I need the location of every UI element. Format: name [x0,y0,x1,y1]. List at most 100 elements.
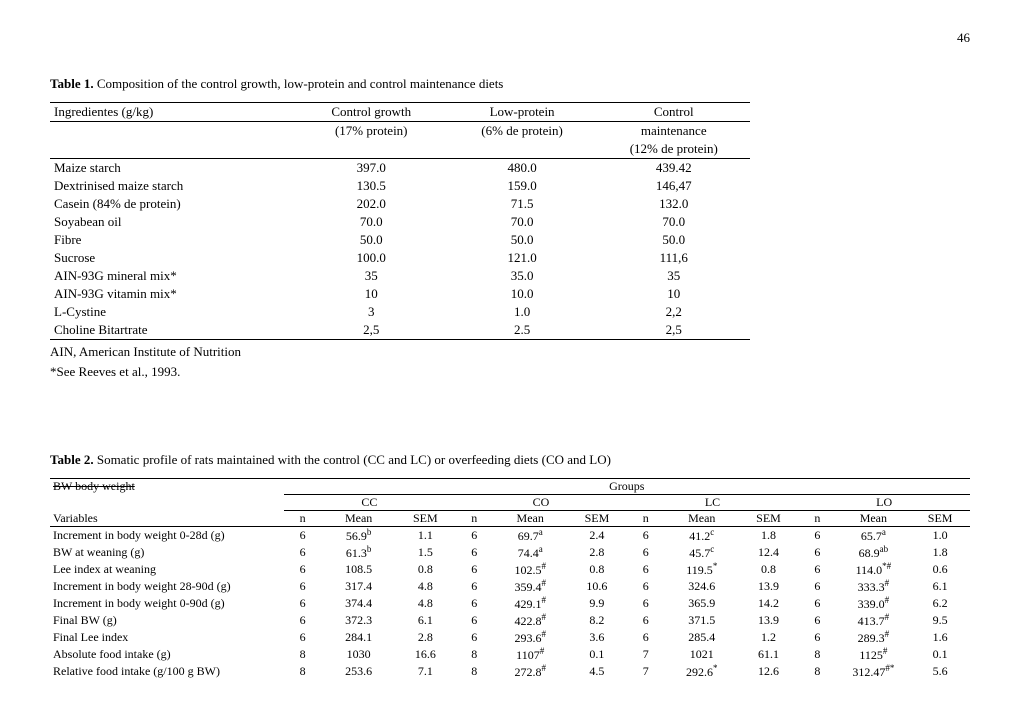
table1-value: 50.0 [447,231,598,249]
table2-mean: 359.4# [493,578,567,595]
table1-value: 50.0 [296,231,447,249]
table2-sem: 0.8 [567,561,627,578]
table2-subheader: n [627,511,665,527]
table2-n: 7 [627,646,665,663]
table2-mean: 284.1 [322,629,396,646]
table1-value: 70.0 [447,213,598,231]
table1-header-sub: maintenance [598,122,751,141]
table2-sem: 13.9 [739,612,799,629]
table2-subheader: n [798,511,836,527]
table1-header-sub2 [296,140,447,159]
table2-n: 6 [798,561,836,578]
table2-sem: 0.8 [739,561,799,578]
table2-n: 6 [455,595,493,612]
table1-ingredient: Casein (84% de protein) [50,195,296,213]
table2-n: 8 [284,646,322,663]
table1-value: 2,5 [598,321,751,340]
table2-sem: 2.4 [567,527,627,545]
table1-value: 10.0 [447,285,598,303]
table1-header-sub2 [447,140,598,159]
table2-n: 8 [455,646,493,663]
table2-n: 6 [455,578,493,595]
table2-mean: 413.7# [836,612,910,629]
table2-n: 6 [284,612,322,629]
table2-sem: 4.5 [567,663,627,680]
table1-value: 70.0 [598,213,751,231]
table1-value: 50.0 [598,231,751,249]
table2-n: 6 [455,527,493,545]
table2-group-name: CC [284,495,456,511]
table1-value: 146,47 [598,177,751,195]
table2-n: 6 [284,578,322,595]
table1-value: 121.0 [447,249,598,267]
table2-mean: 1030 [322,646,396,663]
table2-sem: 6.2 [910,595,970,612]
table2-mean: 108.5 [322,561,396,578]
table1-value: 35.0 [447,267,598,285]
table2-sem: 1.8 [739,527,799,545]
table2-sem: 12.6 [739,663,799,680]
table2-n: 6 [798,595,836,612]
table2-sem: 1.6 [910,629,970,646]
table2-mean: 253.6 [322,663,396,680]
table2-sem: 0.8 [396,561,456,578]
table2-mean: 285.4 [665,629,739,646]
table1-value: 397.0 [296,159,447,178]
table1-col-label: Ingredientes (g/kg) [50,103,296,122]
table2-sem: 7.1 [396,663,456,680]
table2-mean: 1107# [493,646,567,663]
table2-sem: 4.8 [396,578,456,595]
table2-n: 6 [284,629,322,646]
table2-mean: 56.9b [322,527,396,545]
table2-variable: Relative food intake (g/100 g BW) [50,663,284,680]
table2-mean: 422.8# [493,612,567,629]
table2-variable: Increment in body weight 0-28d (g) [50,527,284,545]
table1-value: 71.5 [447,195,598,213]
table2-mean: 102.5# [493,561,567,578]
table2-groups-label: Groups [284,479,970,495]
table2-mean: 41.2c [665,527,739,545]
table2-n: 6 [284,595,322,612]
table1-value: 480.0 [447,159,598,178]
table1-value: 439.42 [598,159,751,178]
table1-ingredient: AIN-93G vitamin mix* [50,285,296,303]
table2-mean: 292.6* [665,663,739,680]
table2-subheader: Mean [836,511,910,527]
table2-mean: 374.4 [322,595,396,612]
table2-variable: Final BW (g) [50,612,284,629]
table2-mean: 289.3# [836,629,910,646]
table1-ingredient: Maize starch [50,159,296,178]
table2-mean: 293.6# [493,629,567,646]
table2-mean: 317.4 [322,578,396,595]
table2-variable: Lee index at weaning [50,561,284,578]
table2-subheader: SEM [739,511,799,527]
table2-caption-text: Somatic profile of rats maintained with … [94,452,611,467]
table2-sem: 6.1 [396,612,456,629]
table1-footnote2: *See Reeves et al., 1993. [50,364,970,380]
table2-sem: 0.6 [910,561,970,578]
table1-caption-text: Composition of the control growth, low-p… [94,76,504,91]
table2: BW body weight Groups CCCOLCLO Variables… [50,478,970,680]
table1-header-sub2: (12% de protein) [598,140,751,159]
table2-mean: 69.7a [493,527,567,545]
table2-n: 6 [798,544,836,561]
table2-mean: 74.4a [493,544,567,561]
table1-ingredient: AIN-93G mineral mix* [50,267,296,285]
table2-n: 6 [455,544,493,561]
table2-sem: 16.6 [396,646,456,663]
table2-variable: Absolute food intake (g) [50,646,284,663]
table1-caption-bold: Table 1. [50,76,94,91]
table2-sem: 1.1 [396,527,456,545]
table2-n: 8 [798,663,836,680]
table2-n: 8 [284,663,322,680]
table2-n: 6 [798,629,836,646]
table1-value: 2.5 [447,321,598,340]
table2-n: 6 [627,629,665,646]
table2-sem: 6.1 [910,578,970,595]
table2-mean: 333.3# [836,578,910,595]
table1-value: 2,2 [598,303,751,321]
table2-n: 6 [798,612,836,629]
table1-value: 3 [296,303,447,321]
table2-mean: 45.7c [665,544,739,561]
table2-caption-bold: Table 2. [50,452,94,467]
